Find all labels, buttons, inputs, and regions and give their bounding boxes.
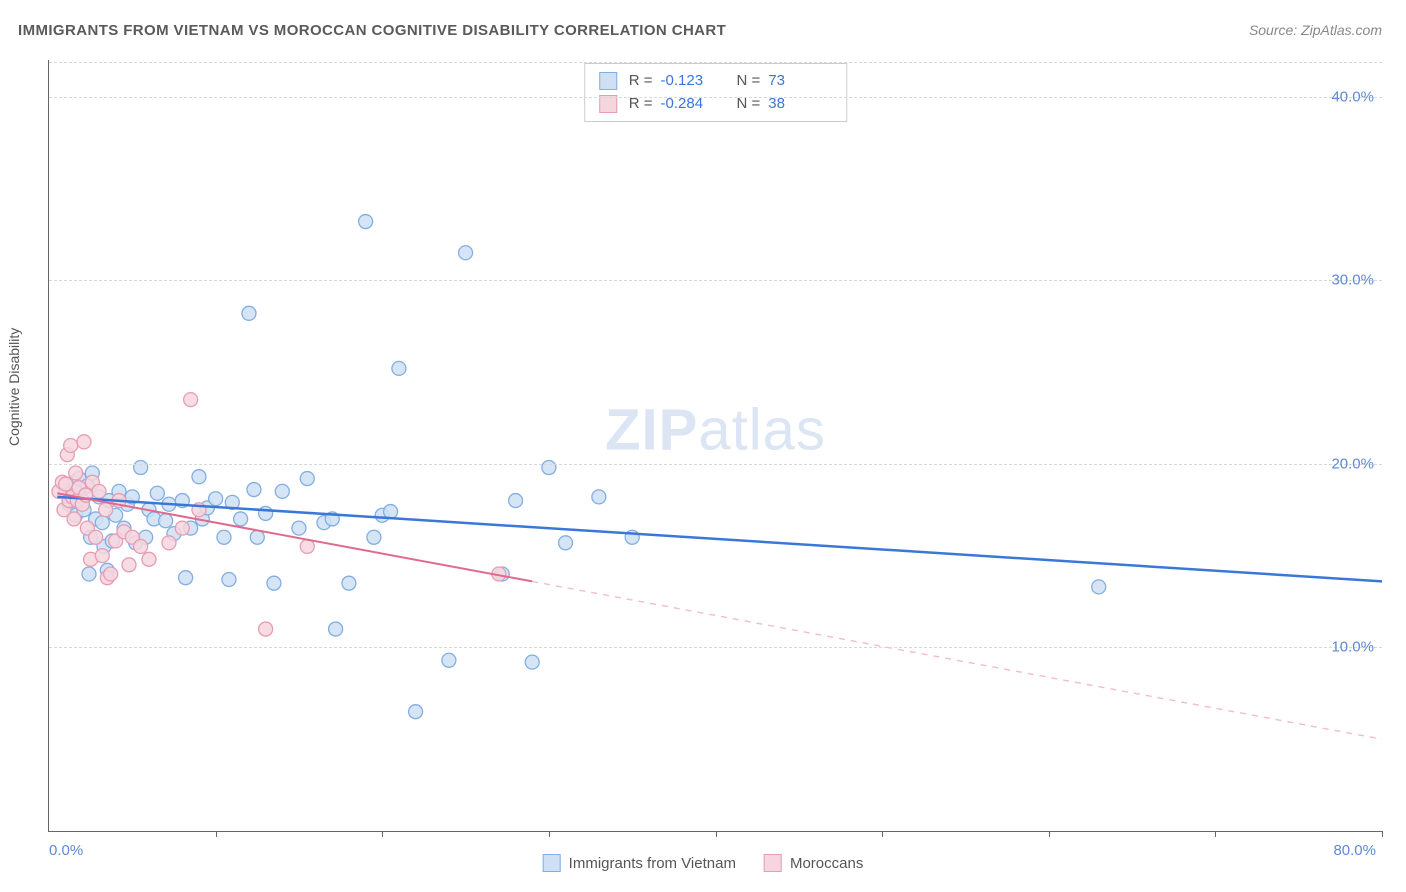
gridline-h	[49, 62, 1382, 63]
xtick	[1215, 831, 1216, 837]
scatter-point	[384, 505, 398, 519]
r-value-1: -0.123	[661, 70, 717, 93]
xtick	[716, 831, 717, 837]
x-origin-label: 0.0%	[49, 842, 83, 859]
legend-stats-box: R = -0.123 N = 73 R = -0.284 N = 38	[584, 63, 848, 122]
scatter-point	[292, 521, 306, 535]
plot-area: ZIPatlas R = -0.123 N = 73 R = -0.284 N …	[48, 60, 1382, 832]
scatter-point	[542, 461, 556, 475]
scatter-point	[359, 215, 373, 229]
xtick	[1382, 831, 1383, 837]
scatter-point	[559, 536, 573, 550]
swatch-vietnam	[599, 72, 617, 90]
xtick	[1049, 831, 1050, 837]
scatter-point	[250, 530, 264, 544]
scatter-point	[175, 521, 189, 535]
scatter-point	[259, 622, 273, 636]
scatter-point	[142, 552, 156, 566]
scatter-point	[234, 512, 248, 526]
scatter-point	[209, 492, 223, 506]
scatter-point	[104, 567, 118, 581]
n-label: N =	[737, 70, 761, 93]
chart-svg	[49, 60, 1382, 831]
y-axis-label: Cognitive Disability	[6, 328, 22, 446]
scatter-point	[95, 516, 109, 530]
gridline-h	[49, 647, 1382, 648]
scatter-point	[95, 549, 109, 563]
scatter-point	[259, 506, 273, 520]
scatter-point	[134, 539, 148, 553]
r-label: R =	[629, 70, 653, 93]
scatter-point	[222, 573, 236, 587]
bottom-legend-label-2: Moroccans	[790, 855, 863, 872]
source-label: Source: ZipAtlas.com	[1249, 22, 1382, 38]
scatter-point	[247, 483, 261, 497]
xtick	[882, 831, 883, 837]
trend-line-dashed	[532, 581, 1382, 739]
scatter-point	[409, 705, 423, 719]
scatter-point	[69, 466, 83, 480]
scatter-point	[162, 536, 176, 550]
xtick	[382, 831, 383, 837]
x-max-label: 80.0%	[1333, 842, 1376, 859]
scatter-point	[442, 653, 456, 667]
scatter-point	[122, 558, 136, 572]
gridline-h	[49, 280, 1382, 281]
legend-stats-row-1: R = -0.123 N = 73	[599, 70, 833, 93]
gridline-h	[49, 97, 1382, 98]
scatter-point	[179, 571, 193, 585]
n-value-1: 73	[768, 70, 824, 93]
scatter-point	[217, 530, 231, 544]
chart-container: IMMIGRANTS FROM VIETNAM VS MOROCCAN COGN…	[0, 0, 1406, 892]
bottom-legend-label-1: Immigrants from Vietnam	[569, 855, 736, 872]
bottom-legend-item-1: Immigrants from Vietnam	[543, 854, 736, 872]
scatter-point	[92, 484, 106, 498]
scatter-point	[64, 439, 78, 453]
scatter-point	[159, 514, 173, 528]
ytick-label: 40.0%	[1331, 88, 1374, 105]
scatter-point	[329, 622, 343, 636]
ytick-label: 10.0%	[1331, 639, 1374, 656]
scatter-point	[150, 486, 164, 500]
scatter-point	[459, 246, 473, 260]
scatter-point	[77, 435, 91, 449]
scatter-point	[275, 484, 289, 498]
bottom-legend: Immigrants from Vietnam Moroccans	[543, 854, 864, 872]
scatter-point	[367, 530, 381, 544]
scatter-point	[82, 567, 96, 581]
bottom-swatch-vietnam	[543, 854, 561, 872]
ytick-label: 20.0%	[1331, 455, 1374, 472]
scatter-point	[59, 477, 73, 491]
scatter-point	[184, 393, 198, 407]
scatter-point	[525, 655, 539, 669]
scatter-point	[134, 461, 148, 475]
scatter-point	[99, 503, 113, 517]
scatter-point	[192, 470, 206, 484]
scatter-point	[67, 512, 81, 526]
bottom-swatch-moroccans	[764, 854, 782, 872]
scatter-point	[267, 576, 281, 590]
scatter-point	[509, 494, 523, 508]
xtick	[216, 831, 217, 837]
xtick	[549, 831, 550, 837]
scatter-point	[89, 530, 103, 544]
scatter-point	[300, 472, 314, 486]
scatter-point	[342, 576, 356, 590]
scatter-point	[592, 490, 606, 504]
chart-title: IMMIGRANTS FROM VIETNAM VS MOROCCAN COGN…	[18, 22, 726, 39]
ytick-label: 30.0%	[1331, 272, 1374, 289]
scatter-point	[392, 361, 406, 375]
scatter-point	[242, 306, 256, 320]
scatter-point	[1092, 580, 1106, 594]
gridline-h	[49, 464, 1382, 465]
bottom-legend-item-2: Moroccans	[764, 854, 863, 872]
